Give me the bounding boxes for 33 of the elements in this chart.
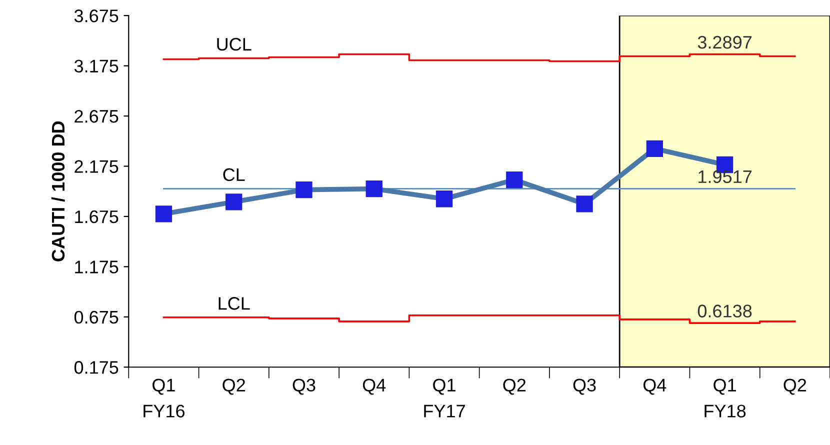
y-tick-label: 3.675	[74, 10, 118, 22]
x-tick-label: Q4	[643, 378, 666, 395]
data-label: 0.6138	[698, 304, 752, 318]
x-tick-label: Q2	[222, 378, 245, 395]
x-tick-label: Q4	[362, 378, 386, 395]
data-label: 1.9517	[698, 170, 752, 184]
point	[646, 140, 663, 157]
y-tick-label: 1.675	[75, 210, 118, 224]
point	[155, 206, 172, 222]
y-tick-label: 3.175	[74, 60, 118, 73]
point	[506, 171, 523, 188]
x-tick-label: Q2	[784, 378, 806, 395]
x-tick-label: Q1 FY16	[144, 378, 185, 418]
x-tick-label: Q3	[573, 378, 596, 395]
y-tick-label: 2.675	[74, 110, 118, 123]
series-label: UCL	[217, 38, 252, 51]
y-tick-label: 0.675	[74, 310, 118, 324]
point	[366, 180, 382, 198]
y-tick-label: 2.175	[74, 160, 118, 173]
point	[576, 196, 593, 212]
y-tick-label: 1.175	[75, 260, 118, 274]
series-label: CL	[223, 168, 245, 182]
point	[226, 194, 242, 210]
series-label: LCL	[218, 297, 250, 310]
x-tick-label: Q1 FY17	[424, 378, 465, 418]
x-tick-label: Q2	[503, 378, 526, 395]
point	[436, 190, 453, 208]
y-tick-label: 0.175	[74, 361, 118, 374]
x-tick-label: Q3	[292, 378, 316, 395]
y-axis-title: CAUTI / 1000 DD	[51, 121, 65, 262]
point	[296, 182, 312, 198]
x-tick-label: Q1 FY18	[704, 378, 746, 418]
data-label: 3.2897	[698, 36, 752, 49]
